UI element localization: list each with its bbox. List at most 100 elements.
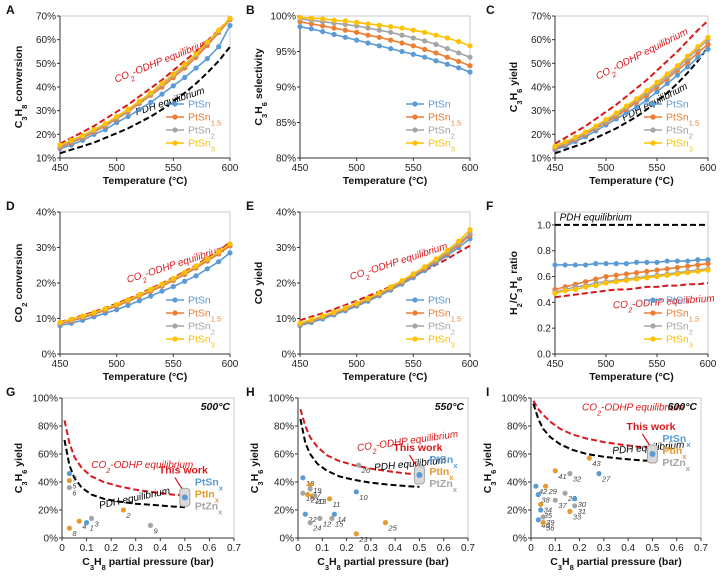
data-point [433,41,439,48]
data-point [603,116,609,123]
x-tick-label: 500 [108,163,125,174]
data-point [159,288,165,294]
y-tick-label: 0.6 [537,272,551,283]
data-point [705,46,711,52]
x-tick-label: 0.2 [104,543,118,554]
series-line [299,16,471,47]
point-label: 13 [318,497,327,506]
point-label: 41 [558,472,566,481]
data-point [227,22,233,29]
data-point [654,267,660,273]
data-point [159,281,165,287]
data-point [365,25,371,31]
y-tick-label: 30% [36,243,56,254]
data-point [182,74,188,81]
x-axis-label: C3H8 partial pressure (bar) [550,556,682,572]
y-tick-label: 60% [274,450,294,461]
literature-point [353,489,359,495]
point-label: 22 [307,515,317,524]
data-point [422,54,428,60]
panel-label: I [486,385,489,399]
data-point [354,300,360,306]
data-point [410,51,416,57]
y-tick-label: 80% [507,422,527,433]
data-point [365,40,371,46]
series-line [59,19,231,149]
data-point [320,313,326,319]
data-point [342,305,348,311]
literature-point [66,485,72,491]
y-tick-label: 100% [32,394,58,405]
point-label: 33 [573,512,582,521]
point-label: 34 [544,505,552,514]
x-tick-label: 0.2 [340,543,354,554]
data-point [80,313,86,319]
literature-point [300,475,306,481]
literature-point [567,508,573,514]
data-point [365,295,371,301]
data-point [664,258,670,264]
y-tick-label: 20% [531,130,551,141]
series-ptsn3 [552,267,711,296]
literature-point [329,515,335,522]
data-point [148,99,154,105]
pdh-equilibrium-curve [532,403,653,462]
legend-label: PtInx [429,466,454,482]
y-tick-label: 40% [36,83,56,94]
point-label: 8 [72,529,77,538]
x-axis-label: C3H8 partial pressure (bar) [82,556,214,572]
literature-points: 1819172016211322241112141526102325 [300,462,398,544]
data-point [125,113,131,120]
x-tick-label: 0 [528,543,534,554]
data-point [444,61,450,67]
data-point [308,15,314,21]
legend-marker [172,336,178,342]
literature-point [300,490,306,496]
data-point [613,279,619,285]
literature-point [533,483,539,489]
data-point [654,259,660,265]
x-tick-label: 550 [649,359,666,370]
data-point [433,58,439,64]
panel-f: F 0.0 0.2 0.4 0.6 0.8 1.0 450 500 550 600 Temperatu… [486,199,717,383]
y-axis-label: C3H6 yield [508,62,524,112]
this-work-point [649,451,656,457]
y-tick-label: 100% [268,394,294,405]
x-axis-label: Temperature (°C) [589,371,674,383]
panel-b: B 80% 85% 90% 95% 100% 450 500 550 600 Temperature… [246,3,479,187]
data-point [644,87,650,94]
series-line [299,20,471,67]
x-tick-label: 450 [292,359,309,370]
series-ptsn3 [297,14,473,49]
point-label: 19 [313,486,322,495]
data-point [664,80,670,87]
legend-marker [412,323,418,329]
odhp-annotation: CO2-ODHP equilibrium [613,293,716,315]
y-tick-label: 95% [276,47,296,58]
x-tick-label: 550 [165,163,182,174]
point-label: 42 [539,487,548,496]
y-tick-label: 30% [276,243,296,254]
data-point [634,96,640,102]
data-point [674,258,681,264]
data-point [227,250,233,256]
point-label: 28 [567,494,577,503]
series-line [554,43,709,150]
legend-marker [412,114,418,120]
data-point [467,63,473,69]
data-point [562,139,568,145]
x-tick-label: 550 [405,163,422,174]
legend-label: PtSn2 [188,125,215,141]
literature-point [88,515,95,522]
legend-label: PtSn1.5 [428,308,461,324]
legend-label: PtSn2 [188,321,215,337]
data-point [136,106,142,113]
x-tick-label: 600 [222,359,239,370]
literature-point [76,518,82,524]
point-label: 12 [323,519,332,528]
x-tick-label: 450 [292,163,309,174]
data-point [342,18,348,24]
